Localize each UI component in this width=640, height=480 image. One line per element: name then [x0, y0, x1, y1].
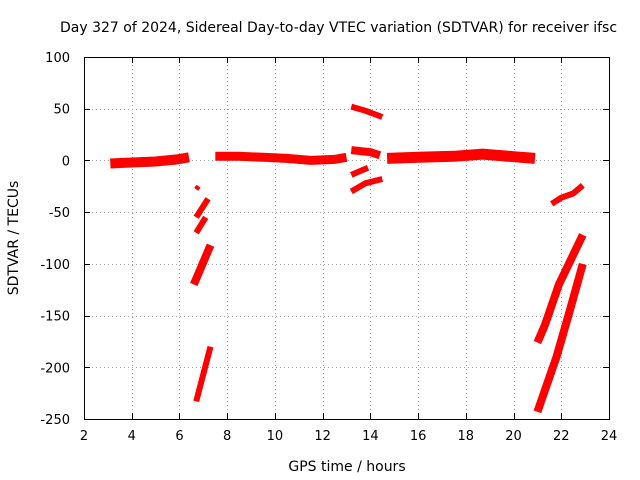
x-axis-title: GPS time / hours: [288, 459, 405, 475]
data-trace: [350, 164, 370, 178]
y-tick-label: 0: [62, 154, 70, 169]
x-tick-label: 12: [314, 429, 331, 444]
data-trace: [386, 148, 536, 164]
x-tick-label: 4: [128, 429, 136, 444]
y-tick-label: -200: [40, 361, 70, 376]
y-tick-label: -100: [40, 258, 70, 273]
x-axis-ticks: 2 4 6 8 10 12 14 16 18 20 22 24: [80, 57, 617, 444]
y-axis-title: SDTVAR / TECUs: [6, 181, 22, 296]
x-tick-label: 20: [505, 429, 522, 444]
x-tick-label: 16: [410, 429, 427, 444]
y-axis-ticks: 100 50 0 -50 -100 -150 -200 -250: [40, 51, 609, 428]
data-trace: [190, 243, 215, 287]
x-tick-label: 10: [267, 429, 284, 444]
y-tick-label: -50: [49, 206, 70, 221]
x-tick-label: 8: [223, 429, 231, 444]
plot-frame: [84, 57, 610, 420]
data-trace: [533, 233, 587, 345]
data-trace: [193, 197, 211, 219]
data-trace: [533, 262, 587, 414]
data-trace: [110, 152, 190, 169]
chart-title: Day 327 of 2024, Sidereal Day-to-day VTE…: [60, 20, 617, 36]
data-trace: [194, 184, 201, 191]
grid-lines: [84, 57, 609, 419]
data-series: [110, 103, 587, 414]
data-trace: [349, 176, 384, 195]
x-tick-label: 18: [458, 429, 475, 444]
x-tick-label: 22: [553, 429, 570, 444]
x-tick-label: 24: [601, 429, 618, 444]
data-trace: [350, 146, 382, 160]
data-trace: [193, 215, 209, 235]
data-trace: [550, 183, 585, 207]
y-tick-label: 100: [45, 51, 70, 66]
y-tick-label: -150: [40, 310, 70, 325]
y-tick-label: -250: [40, 413, 70, 428]
y-tick-label: 50: [53, 103, 70, 118]
x-tick-label: 14: [362, 429, 379, 444]
data-trace: [215, 151, 348, 165]
data-trace: [350, 103, 384, 120]
data-trace: [193, 345, 214, 403]
x-tick-label: 6: [175, 429, 183, 444]
x-tick-label: 2: [80, 429, 88, 444]
